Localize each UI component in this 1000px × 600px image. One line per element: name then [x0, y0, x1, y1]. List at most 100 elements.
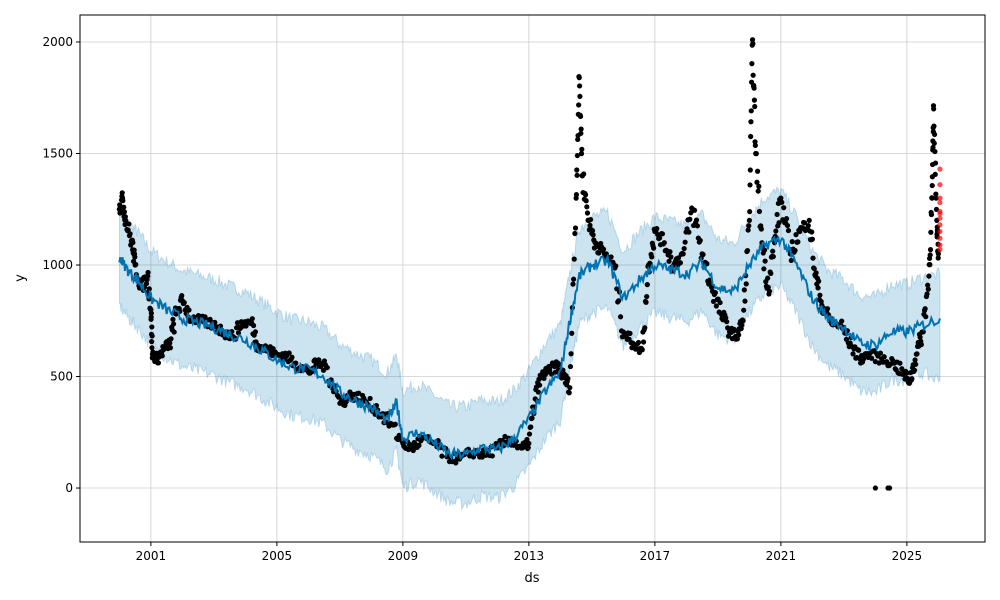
- observed-point: [927, 262, 933, 268]
- observed-point: [725, 325, 731, 331]
- observed-point: [572, 225, 579, 231]
- observed-point: [576, 102, 582, 108]
- observed-point: [249, 316, 255, 322]
- observed-point: [723, 315, 729, 321]
- observed-point: [778, 195, 784, 201]
- x-tick-label: 2013: [514, 549, 545, 563]
- observed-point: [587, 222, 593, 228]
- observed-point: [186, 307, 192, 313]
- observed-point: [756, 208, 763, 215]
- observed-point: [766, 288, 773, 294]
- observed-point: [584, 204, 590, 210]
- observed-point: [644, 282, 650, 288]
- observed-point: [929, 182, 935, 189]
- observed-point: [931, 140, 937, 146]
- observed-point: [617, 314, 624, 320]
- observed-point: [536, 382, 543, 388]
- observed-point: [736, 332, 742, 338]
- observed-point: [483, 452, 489, 458]
- observed-point: [774, 211, 780, 218]
- observed-point: [747, 167, 753, 173]
- observed-point: [918, 341, 924, 348]
- observed-point: [912, 357, 918, 363]
- observed-point: [170, 316, 176, 322]
- observed-point: [748, 108, 754, 114]
- observed-point: [168, 336, 174, 342]
- observed-point: [839, 318, 845, 324]
- test-point: [937, 182, 943, 188]
- observed-point: [324, 364, 330, 371]
- test-point: [937, 215, 943, 221]
- observed-point: [159, 353, 165, 359]
- observed-point: [654, 225, 660, 232]
- y-axis: 0 500 1000 1500 2000: [42, 35, 80, 495]
- observed-point: [928, 211, 935, 218]
- observed-point: [713, 303, 719, 309]
- observed-point: [416, 442, 422, 448]
- x-tick-label: 2009: [388, 549, 419, 563]
- observed-point: [578, 151, 585, 157]
- observed-point: [815, 285, 821, 291]
- observed-point: [925, 286, 931, 292]
- observed-point: [643, 299, 649, 305]
- observed-point: [634, 345, 640, 352]
- y-axis-label: y: [13, 274, 28, 282]
- observed-point: [130, 239, 136, 246]
- observed-point: [577, 93, 583, 100]
- observed-point: [568, 351, 574, 357]
- observed-point: [528, 424, 534, 430]
- observed-point: [904, 370, 910, 376]
- observed-point: [574, 152, 580, 159]
- observed-point: [922, 306, 928, 312]
- observed-point: [724, 319, 730, 325]
- observed-point: [758, 226, 764, 232]
- observed-point: [897, 360, 903, 366]
- observed-point: [931, 131, 938, 138]
- observed-point: [167, 345, 174, 351]
- observed-point: [928, 229, 934, 235]
- observed-point: [784, 222, 791, 229]
- observed-point: [856, 347, 862, 353]
- observed-point: [740, 318, 746, 324]
- test-point: [937, 235, 943, 241]
- observed-point: [712, 289, 718, 296]
- observed-point: [753, 151, 759, 157]
- observed-point: [651, 245, 657, 251]
- observed-point: [911, 367, 918, 373]
- observed-point: [584, 210, 591, 216]
- observed-point: [809, 229, 815, 235]
- observed-point: [590, 232, 596, 238]
- observed-point: [170, 321, 177, 327]
- observed-point: [789, 239, 795, 245]
- observed-point: [792, 247, 798, 254]
- observed-point: [149, 333, 155, 339]
- observed-point: [677, 260, 683, 266]
- observed-point: [570, 281, 576, 287]
- y-tick-label: 2000: [42, 35, 73, 49]
- observed-point: [785, 227, 792, 234]
- observed-point: [752, 142, 758, 149]
- observed-point: [181, 299, 187, 306]
- observed-point: [872, 485, 878, 491]
- plot-frame: [79, 14, 986, 543]
- observed-point: [132, 254, 138, 260]
- observed-point: [761, 247, 768, 253]
- observed-point: [575, 136, 581, 143]
- observed-point: [781, 205, 787, 211]
- observed-point: [148, 310, 154, 316]
- observed-point: [565, 375, 571, 382]
- observed-point: [755, 188, 761, 194]
- observed-point: [913, 361, 919, 367]
- observed-point: [754, 168, 761, 174]
- observed-point: [881, 354, 887, 360]
- observed-point: [932, 160, 939, 166]
- observed-point: [748, 119, 754, 125]
- observed-point: [639, 347, 645, 353]
- observed-point: [649, 254, 655, 260]
- observed-point: [529, 415, 535, 421]
- observed-point: [581, 171, 587, 177]
- observed-point: [667, 249, 673, 255]
- x-axis: 2001 2005 2009 2013 2017 2021 2025: [136, 542, 922, 563]
- observed-point: [783, 216, 790, 222]
